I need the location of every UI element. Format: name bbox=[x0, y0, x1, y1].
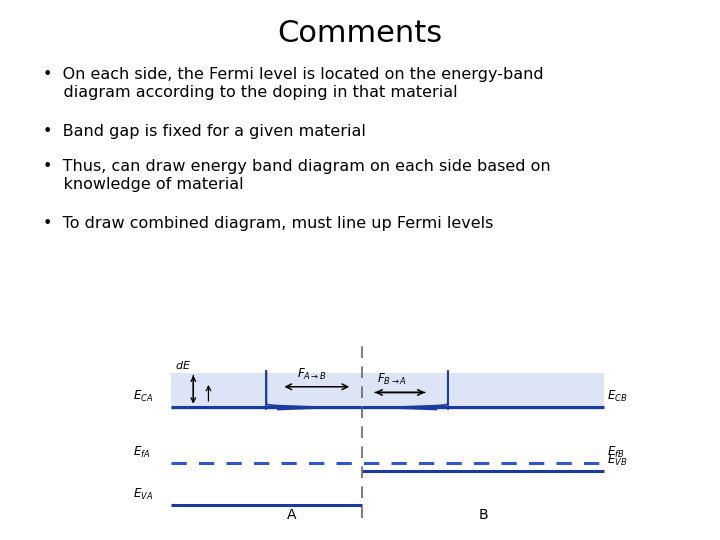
Text: $E_{VB}$: $E_{VB}$ bbox=[606, 453, 627, 468]
Text: •  Thus, can draw energy band diagram on each side based on
    knowledge of mat: • Thus, can draw energy band diagram on … bbox=[43, 159, 551, 192]
Text: B: B bbox=[478, 508, 488, 522]
Text: $E_{CA}$: $E_{CA}$ bbox=[133, 389, 153, 404]
Text: •  On each side, the Fermi level is located on the energy-band
    diagram accor: • On each side, the Fermi level is locat… bbox=[43, 68, 544, 100]
Text: $E_{CB}$: $E_{CB}$ bbox=[606, 389, 627, 404]
Text: $F_{A\rightarrow B}$: $F_{A\rightarrow B}$ bbox=[297, 367, 326, 382]
Bar bbox=[171, 373, 604, 410]
Text: $E_{VA}$: $E_{VA}$ bbox=[133, 487, 153, 502]
Text: •  Band gap is fixed for a given material: • Band gap is fixed for a given material bbox=[43, 124, 366, 139]
Text: A: A bbox=[287, 508, 296, 522]
Text: Comments: Comments bbox=[277, 19, 443, 48]
Text: $dE$: $dE$ bbox=[175, 359, 191, 370]
Text: •  To draw combined diagram, must line up Fermi levels: • To draw combined diagram, must line up… bbox=[43, 216, 494, 231]
Text: $F_{B\rightarrow A}$: $F_{B\rightarrow A}$ bbox=[377, 372, 407, 387]
Text: $E_{fA}$: $E_{fA}$ bbox=[133, 446, 150, 461]
Text: $E_{fB}$: $E_{fB}$ bbox=[606, 446, 624, 461]
